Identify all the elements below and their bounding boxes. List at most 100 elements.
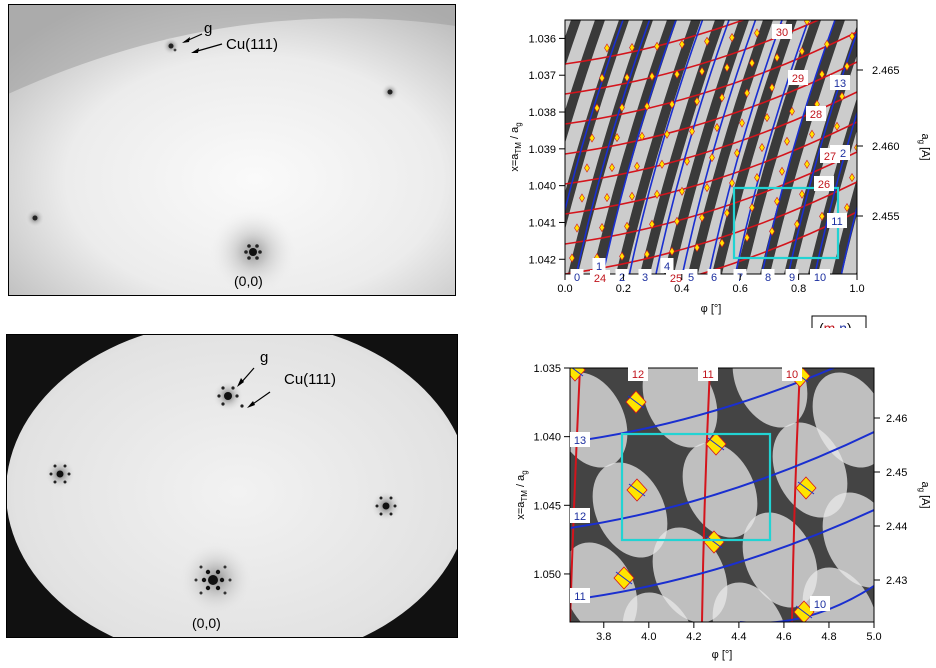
intersection-marker xyxy=(604,43,610,53)
intensity-band xyxy=(712,582,788,622)
intersection-marker xyxy=(764,113,770,123)
diffraction-spot-origin xyxy=(244,244,262,260)
n-line xyxy=(602,20,677,274)
y2-tick-label: 2.43 xyxy=(886,575,907,587)
intersection-marker xyxy=(799,189,805,199)
intersection-marker xyxy=(594,103,600,113)
n-label: 6 xyxy=(707,269,721,284)
intensity-band xyxy=(674,20,763,274)
intersection-marker xyxy=(769,83,775,93)
diffraction-spot-left xyxy=(44,458,76,490)
n-line xyxy=(761,20,836,274)
intensity-band xyxy=(742,512,818,608)
y-tick-label: 1.035 xyxy=(533,363,561,375)
intensity-band xyxy=(592,462,668,558)
svg-text:(m,n)TM: (m,n)TM xyxy=(819,320,865,328)
leed-pattern-top: g Cu(111) (0,0) xyxy=(8,4,456,296)
intersection-marker xyxy=(609,163,615,173)
intersection-marker xyxy=(749,203,755,213)
diffraction-spot-left xyxy=(25,208,45,228)
label-cu111: Cu(111) xyxy=(284,371,336,388)
intersection-marker xyxy=(824,39,830,49)
legend-comma: , xyxy=(835,320,839,328)
intersection-marker xyxy=(619,103,625,113)
y-tick-label: 1.037 xyxy=(528,70,556,82)
n-label: 11 xyxy=(827,213,847,228)
highlight-box xyxy=(620,432,772,542)
intersection-marker xyxy=(614,133,620,143)
intersection-marker xyxy=(804,159,810,169)
intersection-marker xyxy=(719,238,725,248)
m-label: 27 xyxy=(820,148,840,163)
m-label: 29 xyxy=(788,70,808,85)
intersection-marker xyxy=(854,143,857,153)
m-line xyxy=(565,151,857,245)
intersection-marker xyxy=(613,566,635,590)
intersection-marker xyxy=(664,129,670,139)
svg-text:10: 10 xyxy=(814,272,826,284)
svg-text:24: 24 xyxy=(594,273,606,285)
y-tick-label: 1.038 xyxy=(528,107,556,119)
svg-text:11: 11 xyxy=(574,591,585,603)
intensity-band xyxy=(578,20,667,274)
n-label: 10 xyxy=(810,596,830,611)
legend-open: ( xyxy=(819,320,824,328)
intersection-marker xyxy=(849,173,855,183)
intersection-marker xyxy=(719,93,725,103)
m-line xyxy=(701,368,711,622)
intensity-band xyxy=(794,54,857,274)
y-tick-label: 1.042 xyxy=(528,254,556,266)
n-label: 3 xyxy=(638,269,652,284)
m-line xyxy=(565,121,857,215)
intersection-marker xyxy=(729,33,735,43)
svg-text:10: 10 xyxy=(814,599,826,611)
intersection-marker xyxy=(804,20,810,26)
svg-text:12: 12 xyxy=(632,369,644,381)
intersection-marker xyxy=(705,432,727,456)
intensity-band xyxy=(842,214,857,274)
y-tick-label: 1.040 xyxy=(533,432,561,444)
y-tick-label: 1.039 xyxy=(528,144,556,156)
n-line xyxy=(570,509,874,601)
y-tick-label: 1.050 xyxy=(533,569,561,581)
intersection-marker xyxy=(659,159,665,169)
y-tick-label: 1.036 xyxy=(528,33,556,45)
intersection-marker xyxy=(704,36,710,46)
n-line xyxy=(840,204,857,274)
intensity-band xyxy=(822,492,874,588)
intersection-marker xyxy=(819,69,825,79)
intersection-marker xyxy=(599,73,605,83)
intersection-marker xyxy=(669,246,675,256)
x-tick-label: 0.8 xyxy=(791,283,806,295)
diffraction-spot-top xyxy=(162,37,180,55)
intensity-band xyxy=(570,542,638,622)
y2-axis-label: ag [Å] xyxy=(917,133,930,160)
svg-text:5: 5 xyxy=(688,272,694,284)
intersection-marker xyxy=(839,91,845,101)
n-label: 2 xyxy=(615,269,629,284)
intersection-marker xyxy=(754,173,760,183)
intensity-band xyxy=(602,20,691,274)
svg-text:11: 11 xyxy=(831,216,842,228)
heatmap-background xyxy=(565,20,857,274)
svg-text:13: 13 xyxy=(834,78,846,90)
intersection-marker xyxy=(724,208,730,218)
n-label: 1 xyxy=(592,258,606,273)
intersection-marker xyxy=(589,133,595,143)
moire-map-top: 01234567891011121324252627282930 0.00.20… xyxy=(510,19,930,328)
label-g: g xyxy=(204,20,212,37)
x-tick-label: 1.0 xyxy=(849,283,864,295)
intersection-marker xyxy=(644,249,650,259)
intersection-marker xyxy=(779,166,785,176)
intersection-marker xyxy=(569,253,575,263)
intersection-marker xyxy=(649,71,655,81)
intersection-marker xyxy=(624,73,630,83)
x-tick-label: 4.0 xyxy=(641,631,656,643)
n-label: 10 xyxy=(810,269,830,284)
intersection-marker xyxy=(654,189,660,199)
label-g: g xyxy=(260,349,268,366)
m-line xyxy=(565,61,857,155)
svg-text:8: 8 xyxy=(765,272,771,284)
x-tick-label: 4.8 xyxy=(821,631,836,643)
m-label: 10 xyxy=(782,366,802,381)
